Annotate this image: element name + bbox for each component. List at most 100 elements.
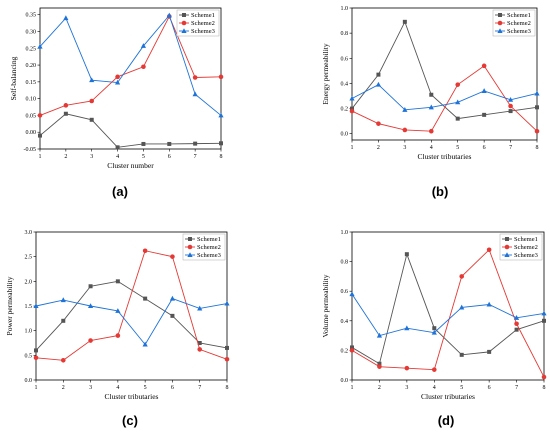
x-tick-label: 6 xyxy=(488,385,491,391)
legend-marker xyxy=(188,237,192,241)
y-tick-label: 0.15 xyxy=(26,80,37,86)
panel-caption: (b) xyxy=(432,184,449,199)
data-point xyxy=(89,117,94,122)
data-point xyxy=(432,326,437,331)
data-point xyxy=(541,310,547,316)
data-point xyxy=(197,341,202,345)
legend-marker xyxy=(497,28,503,33)
data-point xyxy=(225,345,229,350)
series-scheme2 xyxy=(349,247,547,380)
x-tick-label: 5 xyxy=(460,385,463,391)
data-point xyxy=(349,348,355,353)
data-point xyxy=(349,291,355,297)
legend-marker xyxy=(182,13,186,17)
x-tick-label: 7 xyxy=(198,385,201,391)
data-point xyxy=(143,296,148,301)
series-line xyxy=(351,248,545,378)
legend-label: Scheme1 xyxy=(514,236,538,243)
legend-label: Scheme1 xyxy=(507,12,531,19)
data-point xyxy=(89,98,95,104)
legend-marker xyxy=(181,20,187,26)
data-point xyxy=(376,72,381,77)
data-point xyxy=(481,63,487,69)
data-point xyxy=(402,107,408,112)
data-point xyxy=(197,305,203,311)
series-line xyxy=(39,113,222,148)
x-tick-label: 1 xyxy=(39,154,42,160)
data-point xyxy=(141,141,146,146)
x-tick-label: 4 xyxy=(116,154,119,160)
y-tick-label: 1.0 xyxy=(341,230,349,236)
data-point xyxy=(88,284,93,289)
y-axis-label: Power permeability xyxy=(5,276,14,335)
series-line xyxy=(35,298,228,346)
legend-label: Scheme1 xyxy=(191,12,215,19)
x-axis-label: Cluster number xyxy=(107,161,154,170)
chart-panel-4: 1 2 3 4 5 6 7 8 0.0 0.2 0.4 0.6 0.8 1.0 Cluster tribut… xyxy=(321,230,547,428)
legend-marker xyxy=(504,252,510,257)
legend-label: Scheme3 xyxy=(197,252,221,259)
data-point xyxy=(377,364,382,369)
data-point xyxy=(34,348,38,353)
y-tick-label: -0.05 xyxy=(24,147,37,153)
plot-frame xyxy=(351,7,538,141)
data-point xyxy=(377,361,382,366)
y-axis-label: Self-balancing xyxy=(9,56,18,100)
data-point xyxy=(404,365,410,371)
series-line xyxy=(351,84,538,111)
series-scheme3 xyxy=(33,295,230,347)
data-point xyxy=(455,99,461,105)
y-tick-label: 2.5 xyxy=(25,255,33,261)
x-axis-label: Cluster tributaries xyxy=(105,392,159,401)
legend-marker xyxy=(505,237,509,241)
y-tick-label: 0.2 xyxy=(341,107,349,113)
data-point xyxy=(455,82,461,87)
data-point xyxy=(375,81,382,87)
data-point xyxy=(402,19,407,24)
legend-marker xyxy=(497,20,503,26)
y-tick-label: 0.2 xyxy=(341,348,349,354)
x-tick-label: 4 xyxy=(430,145,433,151)
legend-label: Scheme2 xyxy=(197,244,221,251)
data-point xyxy=(142,341,148,347)
y-tick-label: 1.5 xyxy=(25,304,33,310)
x-tick-label: 1 xyxy=(351,145,354,151)
x-tick-label: 6 xyxy=(168,154,171,160)
series-scheme3 xyxy=(37,12,224,118)
series-line xyxy=(351,252,545,365)
data-point xyxy=(459,274,465,279)
data-point xyxy=(115,333,121,338)
x-tick-label: 6 xyxy=(483,145,486,151)
data-point xyxy=(349,95,355,101)
series-scheme1 xyxy=(350,252,546,366)
data-point xyxy=(508,103,513,109)
data-point xyxy=(534,90,540,96)
y-tick-label: 0.6 xyxy=(341,56,349,62)
data-point xyxy=(197,347,203,352)
x-tick-label: 7 xyxy=(509,145,512,151)
data-point xyxy=(33,303,39,308)
legend-marker xyxy=(504,244,510,250)
y-tick-label: 0.8 xyxy=(341,260,349,266)
chart-panel-1: 1 2 3 4 5 6 7 8 -0.05 0.00 0.05 0.10 0.15 0.20 0.25 0.3… xyxy=(9,7,224,199)
plot-frame xyxy=(351,231,545,381)
data-point xyxy=(404,252,409,257)
x-tick-label: 4 xyxy=(116,385,119,391)
x-tick-label: 2 xyxy=(377,145,380,151)
y-tick-label: 0.8 xyxy=(341,31,349,37)
x-tick-label: 1 xyxy=(35,385,38,391)
y-axis-label: Energy permeability xyxy=(321,43,330,105)
series-line xyxy=(39,15,222,116)
chart-panel-2: 1 2 3 4 5 6 7 8 0.0 0.2 0.4 0.6 0.8 1.0 Cluster tribut… xyxy=(321,6,540,199)
y-axis-label: Volume permeability xyxy=(321,274,330,337)
legend-label: Scheme2 xyxy=(507,20,531,27)
y-tick-label: 0.35 xyxy=(26,13,37,19)
data-point xyxy=(404,325,410,331)
x-tick-label: 5 xyxy=(456,145,459,151)
x-tick-label: 1 xyxy=(351,385,354,391)
series-scheme1 xyxy=(34,279,229,353)
